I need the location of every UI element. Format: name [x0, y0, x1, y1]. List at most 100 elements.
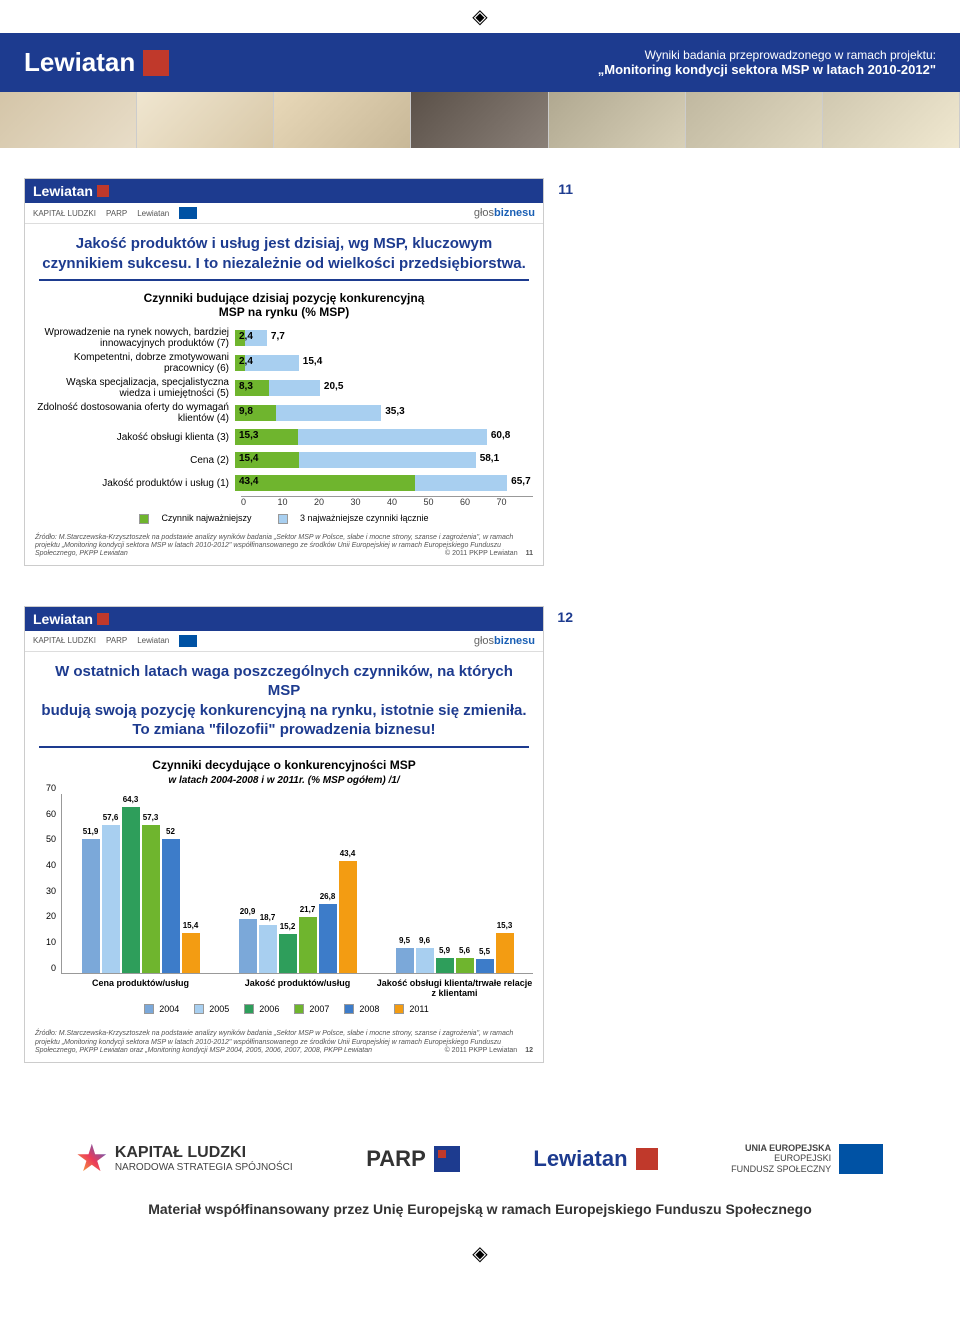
bar-value: 18,7 — [259, 913, 277, 922]
title-line3: To zmiana "filozofii" prowadzenia biznes… — [39, 720, 529, 748]
bar-value: 5,5 — [476, 947, 494, 956]
bar: 52 — [162, 839, 180, 973]
bar-row: Jakość obsługi klienta (3)15,360,8 — [35, 427, 533, 447]
bar: 5,9 — [436, 958, 454, 973]
bar-label: Jakość produktów i usług (1) — [35, 478, 235, 489]
bar-row: Wprowadzenie na rynek nowych, bardziej i… — [35, 327, 533, 349]
title-line1: Jakość produktów i usług jest dzisiaj, w… — [76, 235, 493, 252]
sponsor-lewiatan: Lewiatan — [137, 636, 169, 645]
header-line2: „Monitoring kondycji sektora MSP w latac… — [598, 62, 936, 77]
legend-swatch — [139, 514, 149, 524]
source-text: Źródło: M.Starczewska-Krzysztoszek na po… — [25, 1024, 543, 1061]
bar-value: 5,6 — [456, 946, 474, 955]
bar-value: 15,3 — [496, 921, 514, 930]
bar-group: 51,957,664,357,35215,4Cena produktów/usł… — [62, 794, 219, 973]
group-label: Jakość produktów/usług — [219, 973, 376, 989]
bar-value: 15,4 — [303, 356, 322, 367]
bar-label: Zdolność dostosowania oferty do wymagań … — [35, 402, 235, 424]
x-axis: 010203040506070 — [241, 496, 533, 507]
brand-icon — [636, 1148, 658, 1170]
bar-row: Jakość produktów i usług (1)43,465,7 — [35, 473, 533, 493]
bar-value: 9,5 — [396, 936, 414, 945]
title-line2: budują swoją pozycję konkurencyjną na ry… — [41, 702, 526, 719]
slide-header: Lewiatan — [25, 607, 543, 631]
bar-label: Cena (2) — [35, 455, 235, 466]
bar-value: 2,4 — [239, 331, 253, 342]
bar: 64,3 — [122, 807, 140, 972]
bar-value: 21,7 — [299, 905, 317, 914]
bar-value: 20,9 — [239, 907, 257, 916]
bar-row: Kompetentni, dobrze zmotywowani pracowni… — [35, 352, 533, 374]
bar: 57,6 — [102, 825, 120, 973]
legend-swatch — [344, 1004, 354, 1014]
bar-value: 60,8 — [491, 430, 510, 441]
bar-value: 43,4 — [239, 476, 258, 487]
glos-biznesu: głosbiznesu — [474, 207, 535, 219]
content-area: ◈ ◈ 11 Lewiatan KAPITAŁ LUDZKI PARP Lewi… — [0, 148, 960, 1113]
bar-track: 43,465,7 — [235, 473, 533, 493]
bar-value: 26,8 — [319, 892, 337, 901]
bar-value: 51,9 — [82, 827, 100, 836]
bar: 51,9 — [82, 839, 100, 972]
chart-legend: Czynnik najważniejszy 3 najważniejsze cz… — [25, 509, 543, 528]
group-label: Cena produktów/usług — [62, 973, 219, 989]
bar-track: 15,360,8 — [235, 427, 533, 447]
legend-swatch — [294, 1004, 304, 1014]
bar-value: 57,6 — [102, 813, 120, 822]
footer-kapital: KAPITAŁ LUDZKI NARODOWA STRATEGIA SPÓJNO… — [77, 1144, 293, 1174]
bar: 57,3 — [142, 825, 160, 972]
brand-logo: Lewiatan — [24, 47, 169, 78]
footer-eu: UNIA EUROPEJSKA EUROPEJSKI FUNDUSZ SPOŁE… — [731, 1143, 883, 1175]
sponsor-parp: PARP — [106, 636, 127, 645]
bar-track: 2,4 7,7 — [235, 328, 533, 348]
bar: 43,4 — [339, 861, 357, 973]
bar: 26,8 — [319, 904, 337, 973]
slide-title: W ostatnich latach waga poszczególnych c… — [25, 652, 543, 754]
title-line1: W ostatnich latach waga poszczególnych c… — [55, 663, 513, 700]
eu-flag-icon — [179, 635, 197, 647]
bar-value: 5,9 — [436, 946, 454, 955]
bar-row: Wąska specjalizacja, specjalistyczna wie… — [35, 377, 533, 399]
bar-track: 9,835,3 — [235, 403, 533, 423]
sponsor-kapital: KAPITAŁ LUDZKI — [33, 636, 96, 645]
bar-label: Wąska specjalizacja, specjalistyczna wie… — [35, 377, 235, 399]
bar-group: 9,59,65,95,65,515,3Jakość obsługi klient… — [376, 794, 533, 973]
bar-track: 8,320,5 — [235, 378, 533, 398]
header-subtitle: Wyniki badania przeprowadzonego w ramach… — [598, 48, 936, 77]
bar: 5,6 — [456, 958, 474, 972]
bar-value: 9,8 — [239, 406, 253, 417]
legend-swatch — [194, 1004, 204, 1014]
bar-value: 2,4 — [239, 356, 253, 367]
eu-flag-icon — [839, 1144, 883, 1174]
legend-swatch — [394, 1004, 404, 1014]
bar-label: Wprowadzenie na rynek nowych, bardziej i… — [35, 327, 235, 349]
bar-value: 57,3 — [142, 813, 160, 822]
sponsor-kapital: KAPITAŁ LUDZKI — [33, 209, 96, 218]
bar: 9,5 — [396, 948, 414, 972]
bar-value: 7,7 — [271, 331, 285, 342]
slide-header: Lewiatan — [25, 179, 543, 203]
bar: 15,4 — [182, 933, 200, 973]
kapital-star-icon — [77, 1144, 107, 1174]
brand-icon — [97, 185, 109, 197]
slide-brand: Lewiatan — [33, 183, 109, 199]
footer-logos: KAPITAŁ LUDZKI NARODOWA STRATEGIA SPÓJNO… — [0, 1113, 960, 1191]
bar-value: 20,5 — [324, 381, 343, 392]
slide-11: 11 Lewiatan KAPITAŁ LUDZKI PARP Lewiatan… — [24, 178, 544, 566]
brand-icon — [143, 50, 169, 76]
bar-value: 15,2 — [279, 922, 297, 931]
bar-track: 2,4 15,4 — [235, 353, 533, 373]
slide-title: Jakość produktów i usług jest dzisiaj, w… — [25, 224, 543, 287]
bar-row: Zdolność dostosowania oferty do wymagań … — [35, 402, 533, 424]
bar-value: 9,6 — [416, 936, 434, 945]
bar: 20,9 — [239, 919, 257, 973]
legend-swatch — [244, 1004, 254, 1014]
bar: 5,5 — [476, 959, 494, 973]
sponsor-row: KAPITAŁ LUDZKI PARP Lewiatan głosbiznesu — [25, 631, 543, 652]
registration-mark-top: ◈ — [0, 0, 960, 33]
slide-brand: Lewiatan — [33, 611, 109, 627]
bar-label: Kompetentni, dobrze zmotywowani pracowni… — [35, 352, 235, 374]
slide-number: 11 — [558, 181, 573, 197]
bar-segment — [235, 475, 415, 491]
legend-swatch — [278, 514, 288, 524]
